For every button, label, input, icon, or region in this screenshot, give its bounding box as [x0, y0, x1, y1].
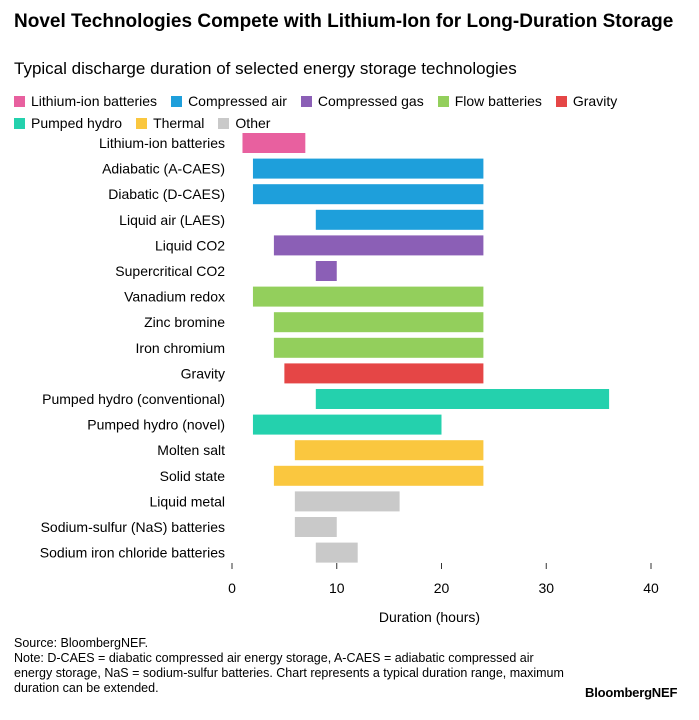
range-bar	[252, 158, 484, 179]
legend-label: Compressed air	[188, 93, 287, 109]
legend-item-other: Other	[218, 115, 270, 131]
legend-row-1: Lithium-ion batteries Compressed air Com…	[14, 91, 694, 111]
range-bar	[273, 235, 484, 256]
category-label: Liquid air (LAES)	[119, 212, 225, 228]
range-bar	[273, 312, 484, 333]
category-label: Supercritical CO2	[115, 263, 225, 279]
legend-label: Other	[235, 115, 271, 131]
legend-label: Flow batteries	[454, 93, 542, 109]
range-bar	[273, 337, 484, 358]
range-bar	[252, 286, 484, 307]
range-bar	[252, 184, 484, 205]
range-bar	[315, 209, 484, 230]
x-axis-label: Duration (hours)	[379, 609, 480, 625]
category-label: Diabatic (D-CAES)	[108, 186, 225, 202]
footnote: Note: D-CAES = diabatic compressed air e…	[14, 651, 564, 695]
x-tick-label: 30	[538, 580, 554, 596]
legend-item-compressed-air: Compressed air	[171, 93, 287, 109]
legend-swatch	[14, 117, 25, 129]
category-label: Gravity	[181, 365, 225, 381]
category-label: Sodium iron chloride batteries	[40, 545, 225, 561]
range-bar	[315, 542, 358, 563]
x-tick-label: 10	[329, 580, 345, 596]
category-label: Pumped hydro (conventional)	[42, 391, 225, 407]
chart-title: Novel Technologies Compete with Lithium-…	[14, 11, 674, 32]
x-tick-label: 40	[643, 580, 659, 596]
range-bar	[252, 414, 442, 435]
category-label: Vanadium redox	[124, 289, 225, 305]
legend-label: Pumped hydro	[31, 115, 123, 131]
legend-swatch	[300, 95, 312, 107]
legend-swatch	[171, 95, 183, 107]
legend-row-2: Pumped hydro Thermal Other	[14, 113, 694, 133]
legend-item-pumped-hydro: Pumped hydro	[14, 115, 122, 131]
legend-swatch	[14, 95, 25, 107]
legend: Lithium-ion batteries Compressed air Com…	[14, 91, 694, 135]
x-tick-label: 20	[434, 580, 450, 596]
legend-item-flow-batteries: Flow batteries	[437, 93, 542, 109]
legend-swatch	[437, 95, 449, 107]
legend-swatch	[136, 117, 148, 129]
category-label: Iron chromium	[136, 340, 225, 356]
category-label: Molten salt	[157, 442, 225, 458]
category-label: Solid state	[160, 468, 226, 484]
category-label: Adiabatic (A-CAES)	[102, 161, 225, 177]
category-label: Pumped hydro (novel)	[87, 417, 225, 433]
range-bar	[315, 261, 337, 281]
range-bar	[294, 491, 400, 512]
legend-item-lithium-ion: Lithium-ion batteries	[14, 93, 157, 109]
chart-subtitle: Typical discharge duration of selected e…	[14, 59, 517, 78]
range-bar	[294, 440, 484, 461]
range-bar	[242, 133, 306, 153]
category-label: Lithium-ion batteries	[99, 135, 225, 151]
legend-item-gravity: Gravity	[555, 93, 618, 109]
range-bar	[284, 363, 484, 384]
category-label: Zinc bromine	[144, 314, 225, 330]
category-label: Sodium-sulfur (NaS) batteries	[41, 519, 225, 535]
legend-label: Lithium-ion batteries	[31, 93, 158, 109]
range-bar	[294, 517, 337, 537]
category-label: Liquid metal	[150, 493, 226, 509]
legend-swatch	[555, 95, 567, 107]
chart-footer: Source: BloombergNEF. Note: D-CAES = dia…	[14, 636, 574, 696]
range-bar	[273, 465, 484, 486]
category-label: Liquid CO2	[155, 237, 225, 253]
legend-label: Compressed gas	[317, 93, 424, 109]
brand-logo: BloombergNEF	[585, 685, 678, 700]
legend-label: Gravity	[572, 93, 618, 109]
source-note: Source: BloombergNEF.	[14, 636, 149, 650]
legend-label: Thermal	[153, 115, 205, 131]
range-bar	[315, 389, 610, 409]
x-tick-label: 0	[228, 580, 236, 596]
legend-item-compressed-gas: Compressed gas	[300, 93, 424, 109]
legend-swatch	[218, 117, 230, 129]
legend-item-thermal: Thermal	[136, 115, 204, 131]
